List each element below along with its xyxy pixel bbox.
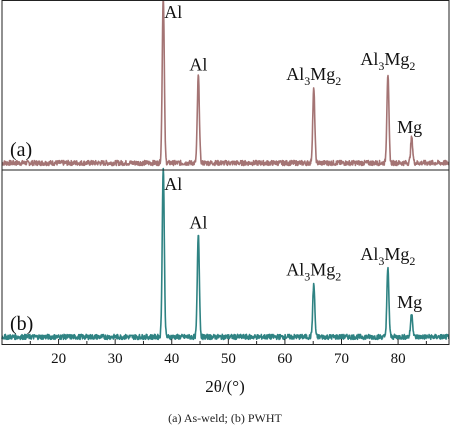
series-label-a: (a) — [10, 139, 32, 161]
series-line-b — [1, 167, 450, 341]
peak-annotation-a-3: Al3Mg2 — [286, 64, 341, 88]
peak-annotation-b-4: Al3Mg2 — [360, 244, 415, 268]
plot-frame — [1, 0, 450, 345]
panel-b: (b) Al Al Al3Mg2 Al3Mg2 Mg — [1, 167, 450, 341]
peak-annotation-b-5: Mg — [397, 292, 422, 312]
x-tick-label-70: 70 — [334, 351, 349, 367]
peak-annotation-a-5: Mg — [397, 117, 422, 137]
x-tick-label-50: 50 — [221, 351, 236, 367]
x-axis-label: 2θ/(°) — [205, 377, 245, 396]
x-tick-label-40: 40 — [164, 351, 179, 367]
peak-annotation-b-2: Al — [189, 212, 207, 232]
series-line-a — [1, 0, 450, 167]
panel-a: (a) Al Al Al3Mg2 Al3Mg2 Mg — [1, 0, 450, 167]
x-tick-label-60: 60 — [277, 351, 292, 367]
series-label-b: (b) — [10, 313, 33, 335]
peak-annotation-b-3: Al3Mg2 — [286, 259, 341, 283]
figure-caption: (a) As-weld; (b) PWHT — [168, 411, 282, 425]
peak-annotation-a-4: Al3Mg2 — [360, 49, 415, 73]
peak-annotation-a-1: Al — [164, 2, 182, 22]
x-tick-label-30: 30 — [108, 351, 123, 367]
peak-annotation-b-1: Al — [164, 174, 182, 194]
x-axis: 20 30 40 50 60 70 80 2θ/(°) — [29, 339, 427, 396]
x-tick-label-80: 80 — [391, 351, 406, 367]
x-tick-label-20: 20 — [51, 351, 66, 367]
peak-annotation-a-2: Al — [189, 55, 207, 75]
